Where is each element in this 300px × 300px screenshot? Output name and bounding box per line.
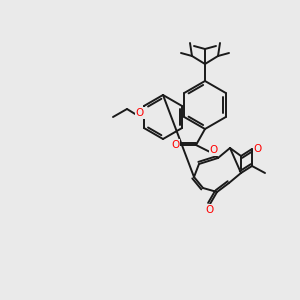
Text: O: O [210,145,218,155]
Text: O: O [254,144,262,154]
Text: O: O [206,205,214,215]
Text: O: O [171,140,179,150]
Text: O: O [136,108,144,118]
